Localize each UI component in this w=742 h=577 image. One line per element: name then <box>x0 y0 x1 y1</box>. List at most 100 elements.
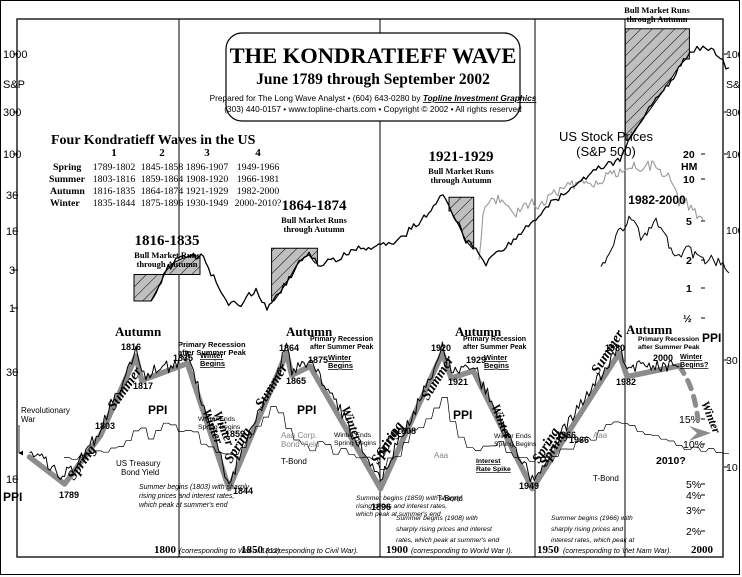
svg-text:100: 100 <box>3 149 21 161</box>
svg-text:1864-1874: 1864-1874 <box>141 186 184 197</box>
svg-text:1: 1 <box>9 303 15 315</box>
svg-text:Autumn: Autumn <box>50 186 85 197</box>
svg-text:1844: 1844 <box>233 486 253 496</box>
svg-text:1816: 1816 <box>121 342 141 352</box>
svg-text:1900: 1900 <box>386 544 409 556</box>
svg-text:June 1789 through September 20: June 1789 through September 2002 <box>256 71 490 88</box>
svg-text:sharply rising prices and inte: sharply rising prices and interest <box>396 526 493 533</box>
svg-text:300: 300 <box>726 107 740 119</box>
svg-text:2000: 2000 <box>653 353 673 363</box>
svg-text:(corresponding to World War I): (corresponding to World War I). <box>411 546 513 555</box>
svg-text:1816-1835: 1816-1835 <box>135 233 200 249</box>
svg-text:HM: HM <box>681 161 698 173</box>
svg-text:T-Bond: T-Bond <box>281 457 307 466</box>
svg-text:1859-1864: 1859-1864 <box>141 174 184 185</box>
svg-text:1966-1981: 1966-1981 <box>237 174 280 185</box>
svg-text:S&P: S&P <box>726 79 740 91</box>
svg-text:Begins?: Begins? <box>680 360 708 369</box>
svg-text:Spring Begins: Spring Begins <box>494 441 537 448</box>
svg-text:1803-1816: 1803-1816 <box>93 174 136 185</box>
svg-text:after Summer Peak: after Summer Peak <box>310 344 374 351</box>
svg-text:½: ½ <box>683 313 692 325</box>
svg-text:1845-1858: 1845-1858 <box>141 162 184 173</box>
svg-text:PPI: PPI <box>297 403 316 417</box>
svg-text:Primary Recession: Primary Recession <box>463 336 526 343</box>
svg-text:through Autumn: through Autumn <box>430 175 491 185</box>
svg-text:Bond Yield: Bond Yield <box>121 468 159 477</box>
svg-text:1865: 1865 <box>286 376 306 386</box>
svg-text:(corresponding to Civil War).: (corresponding to Civil War). <box>266 546 358 555</box>
svg-text:PPI: PPI <box>3 490 22 504</box>
svg-text:1896-1907: 1896-1907 <box>186 162 229 173</box>
svg-text:Summer begins (1908) with: Summer begins (1908) with <box>396 515 478 522</box>
svg-text:Winter Ends: Winter Ends <box>198 416 236 423</box>
svg-text:Four Kondratieff Waves in the: Four Kondratieff Waves in the US <box>51 133 256 148</box>
svg-text:1875-1896: 1875-1896 <box>141 198 184 209</box>
svg-text:rates, which peak at summer's: rates, which peak at summer's end <box>396 537 499 544</box>
svg-text:2010?: 2010? <box>656 455 686 467</box>
svg-text:1949-1966: 1949-1966 <box>237 162 280 173</box>
svg-text:Primary Recession: Primary Recession <box>638 336 699 343</box>
svg-text:which peak at summer's end: which peak at summer's end <box>139 502 229 509</box>
svg-text:100: 100 <box>726 225 740 237</box>
svg-text:Revolutionary: Revolutionary <box>21 406 70 415</box>
svg-text:Aaa: Aaa <box>434 451 449 460</box>
svg-text:Begins: Begins <box>484 361 509 370</box>
svg-text:Summer begins (1966) with: Summer begins (1966) with <box>551 515 633 522</box>
svg-text:S&P: S&P <box>3 79 25 91</box>
svg-text:5: 5 <box>686 216 692 228</box>
svg-text:2: 2 <box>686 255 692 267</box>
svg-text:1800: 1800 <box>154 544 177 556</box>
svg-text:1921: 1921 <box>448 377 468 387</box>
svg-text:1982-2000: 1982-2000 <box>628 193 686 207</box>
svg-text:1803: 1803 <box>95 421 115 431</box>
svg-text:Winter: Winter <box>50 198 80 209</box>
svg-text:3: 3 <box>204 147 210 159</box>
svg-text:1949: 1949 <box>519 481 539 491</box>
svg-text:Primary Recession: Primary Recession <box>310 336 373 343</box>
svg-text:1875: 1875 <box>308 355 328 365</box>
svg-text:1896: 1896 <box>371 502 391 512</box>
svg-text:T-Bond: T-Bond <box>593 474 619 483</box>
svg-text:after Summer Peak: after Summer Peak <box>463 344 527 351</box>
svg-text:PPI: PPI <box>148 403 167 417</box>
svg-text:Autumn: Autumn <box>115 324 162 339</box>
svg-text:US Treasury: US Treasury <box>116 459 160 468</box>
svg-text:THE KONDRATIEFF WAVE: THE KONDRATIEFF WAVE <box>230 43 517 68</box>
svg-text:Prepared for The Long Wave Ana: Prepared for The Long Wave Analyst • (60… <box>210 93 537 103</box>
svg-text:(303) 440-0157 • www.topline-c: (303) 440-0157 • www.topline-charts.com … <box>224 104 522 114</box>
svg-text:2: 2 <box>159 147 165 159</box>
svg-text:30: 30 <box>726 355 738 367</box>
svg-text:US Stock Prices: US Stock Prices <box>559 129 653 144</box>
svg-text:1982-2000: 1982-2000 <box>237 186 280 197</box>
svg-text:2000: 2000 <box>691 544 714 556</box>
svg-text:(corresponding to Viet Nam War: (corresponding to Viet Nam War). <box>563 546 671 555</box>
svg-text:1789: 1789 <box>59 490 79 500</box>
svg-text:(S&P 500): (S&P 500) <box>576 144 636 159</box>
svg-text:War: War <box>21 415 36 424</box>
svg-text:Winter Ends: Winter Ends <box>334 432 372 439</box>
svg-text:1864-1874: 1864-1874 <box>282 198 347 214</box>
svg-text:2000-2010?: 2000-2010? <box>235 198 282 209</box>
svg-text:10: 10 <box>726 462 738 474</box>
svg-text:2%: 2% <box>686 526 701 538</box>
svg-text:rising prices and interest rat: rising prices and interest rates, <box>139 493 234 500</box>
svg-text:100: 100 <box>726 149 740 161</box>
svg-text:20: 20 <box>683 149 695 161</box>
svg-text:3%: 3% <box>686 505 701 517</box>
svg-text:Winter Ends: Winter Ends <box>494 433 532 440</box>
svg-text:30: 30 <box>6 190 18 202</box>
svg-text:Spring: Spring <box>53 162 81 173</box>
svg-text:1930-1949: 1930-1949 <box>186 198 229 209</box>
svg-text:1921-1929: 1921-1929 <box>429 149 494 165</box>
svg-text:interest rates, which peak at: interest rates, which peak at <box>551 537 635 544</box>
svg-text:1921-1929: 1921-1929 <box>186 186 229 197</box>
svg-text:Begins: Begins <box>200 359 225 368</box>
svg-text:Summer: Summer <box>49 174 86 185</box>
svg-text:Aaa Corp.: Aaa Corp. <box>281 431 317 440</box>
svg-text:Begins: Begins <box>328 361 353 370</box>
svg-text:1816-1835: 1816-1835 <box>93 186 136 197</box>
svg-text:1: 1 <box>686 283 692 295</box>
svg-text:4%: 4% <box>686 490 701 502</box>
svg-text:1980: 1980 <box>605 343 625 353</box>
